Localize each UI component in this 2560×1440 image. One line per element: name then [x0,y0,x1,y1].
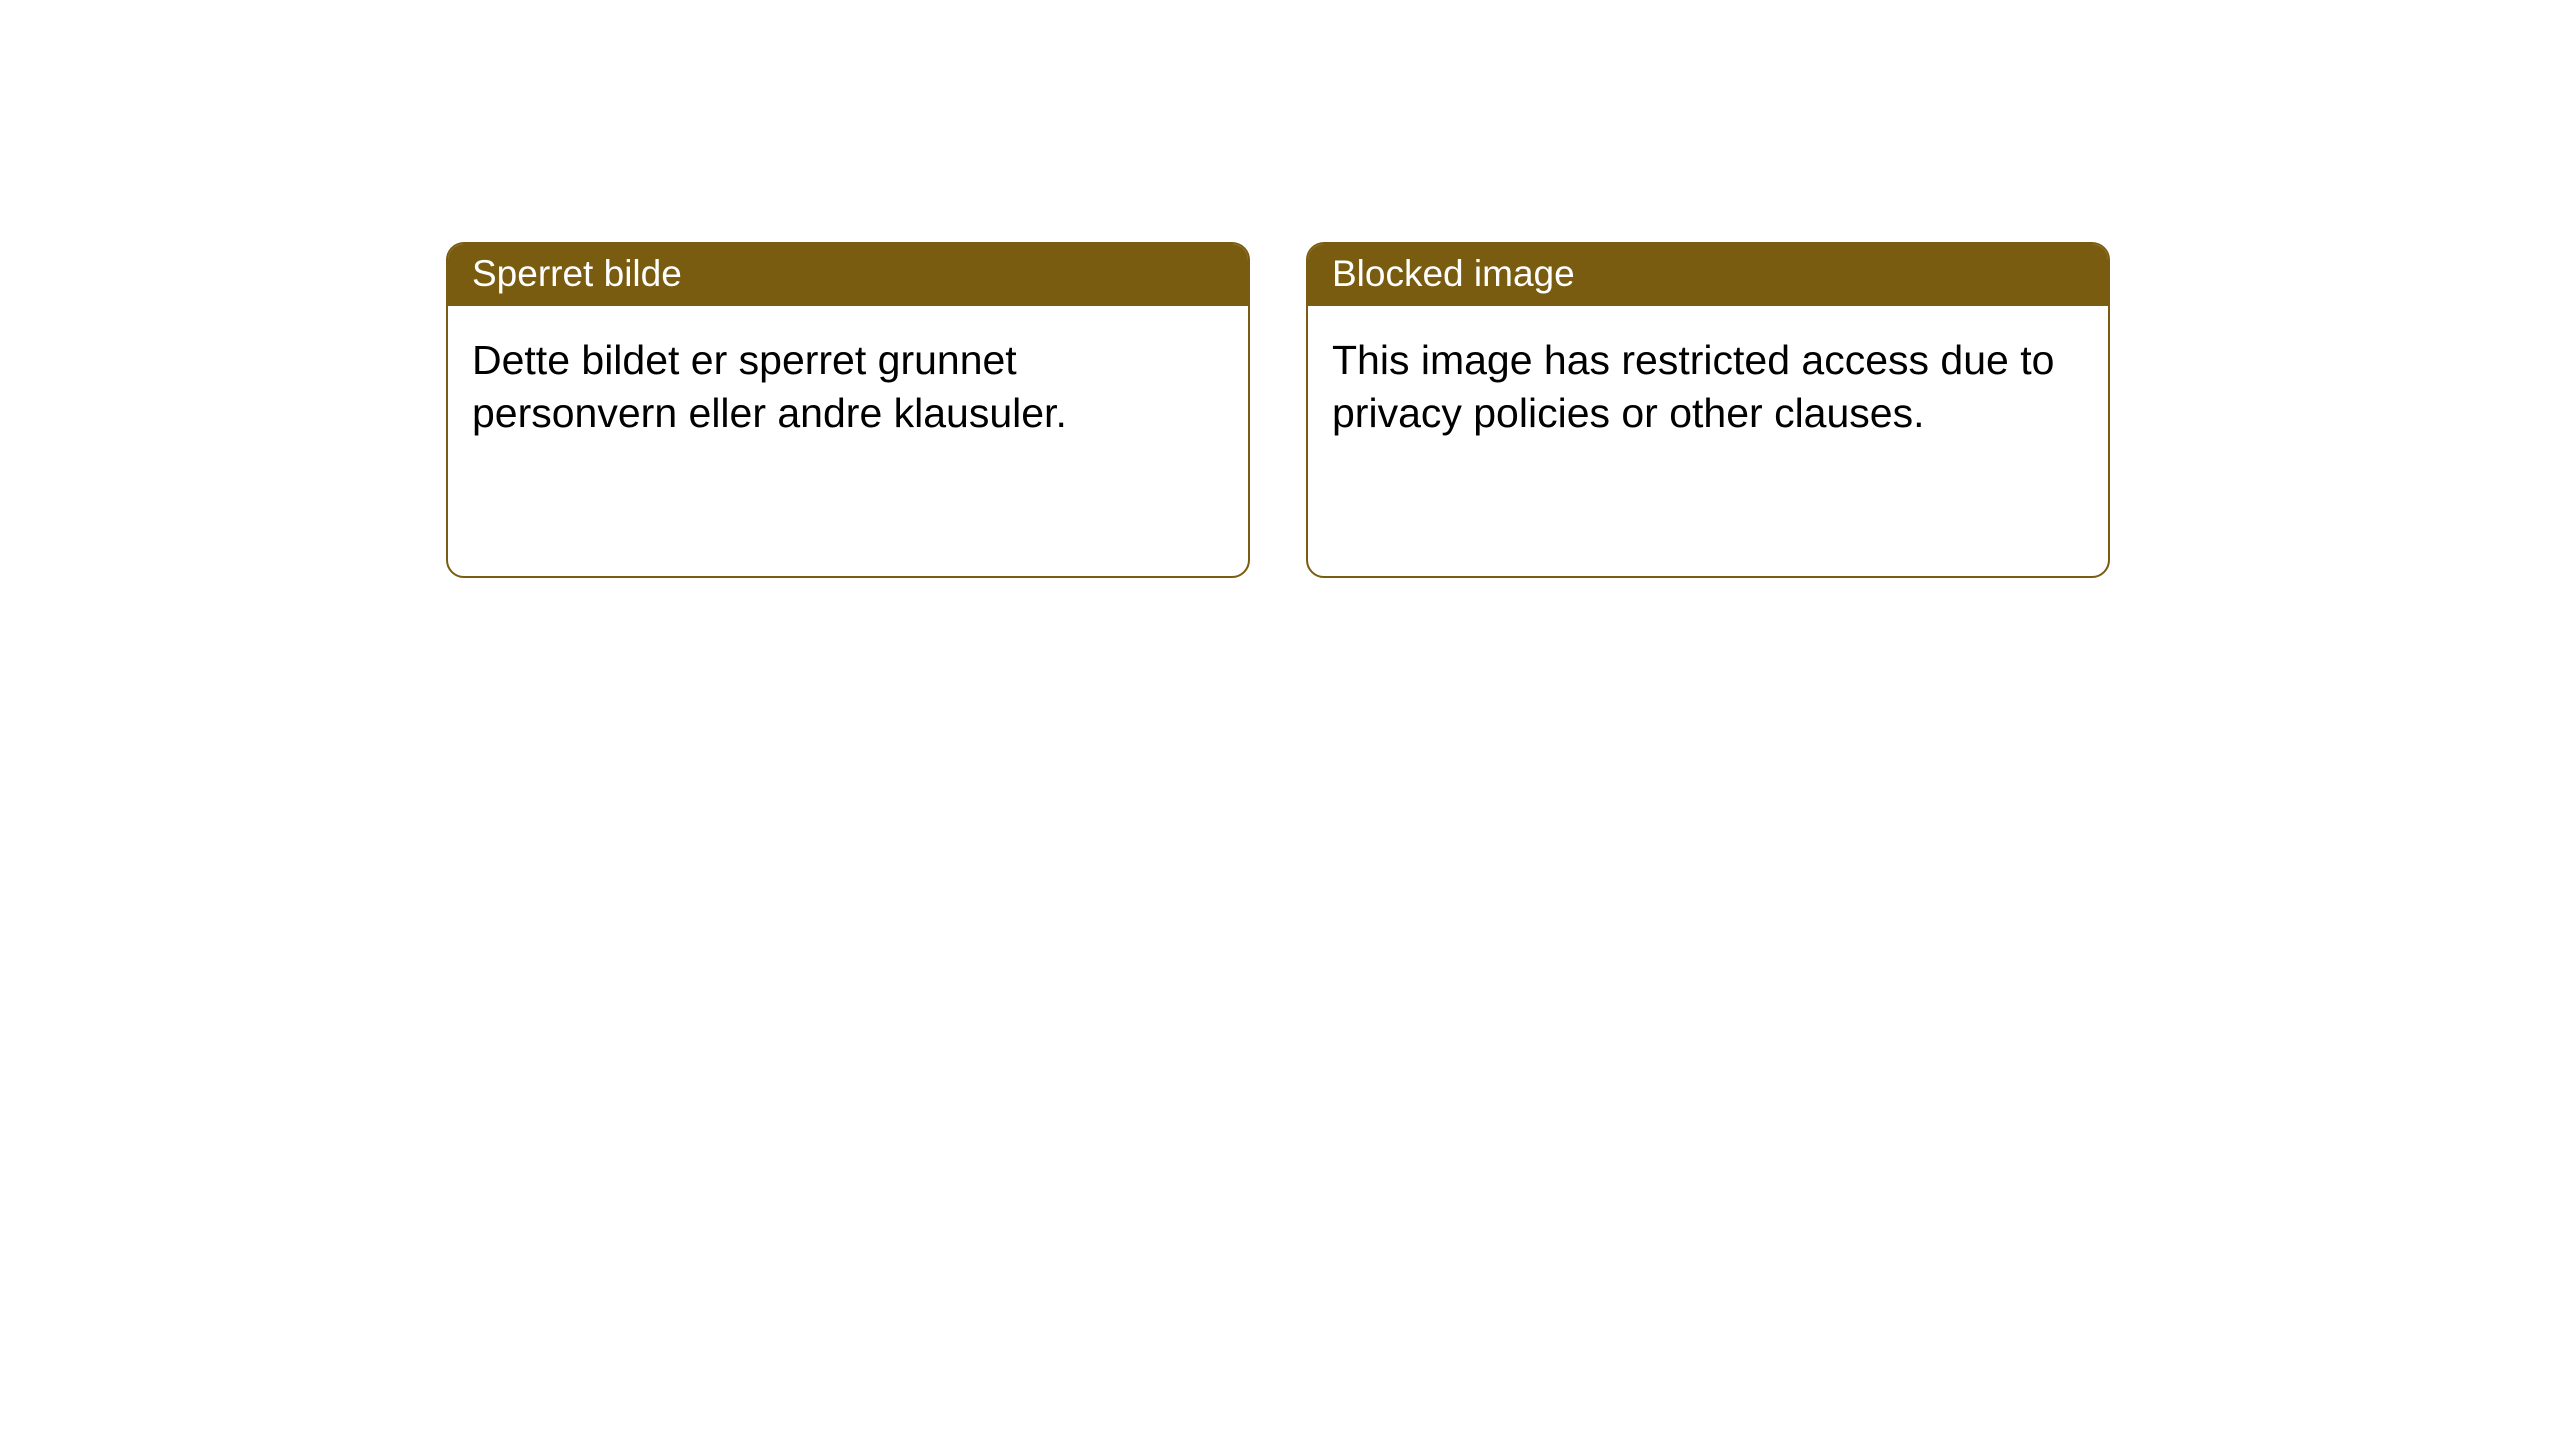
notice-card-body: Dette bildet er sperret grunnet personve… [448,306,1248,463]
notice-cards-row: Sperret bilde Dette bildet er sperret gr… [0,0,2560,578]
notice-card-body: This image has restricted access due to … [1308,306,2108,463]
notice-card-english: Blocked image This image has restricted … [1306,242,2110,578]
notice-card-title: Blocked image [1308,244,2108,306]
notice-card-norwegian: Sperret bilde Dette bildet er sperret gr… [446,242,1250,578]
notice-card-title: Sperret bilde [448,244,1248,306]
